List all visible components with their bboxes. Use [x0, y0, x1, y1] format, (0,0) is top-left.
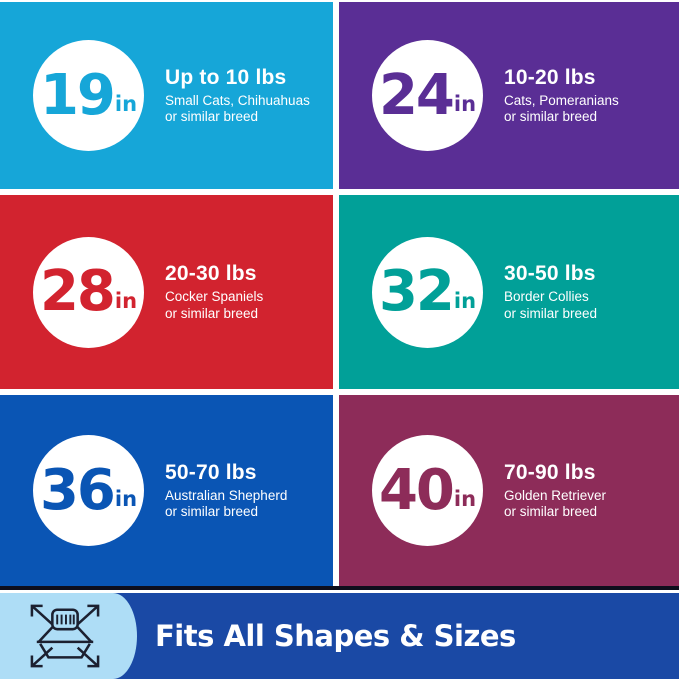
weight-range: 30-50 lbs: [504, 262, 596, 286]
weight-range: 20-30 lbs: [165, 262, 257, 286]
panel-info: 70-90 lbs Golden Retriever or similar br…: [504, 461, 606, 521]
size-panel-19in: 19 in Up to 10 lbs Small Cats, Chihuahuas…: [0, 2, 333, 189]
size-number: 32: [378, 259, 455, 324]
weight-range: Up to 10 lbs: [165, 65, 287, 89]
size-circle-32: 32 in: [372, 236, 483, 348]
panel-info: 50-70 lbs Australian Shepherd or similar…: [165, 461, 287, 521]
breed-description: Golden Retriever or similar breed: [504, 487, 607, 519]
size-panel-36in: 36 in 50-70 lbs Australian Shepherd or si…: [0, 395, 333, 586]
size-panel-40in: 40 in 70-90 lbs Golden Retriever or simil…: [339, 395, 679, 586]
size-circle-24: 24 in: [372, 40, 483, 151]
size-number: 40: [378, 457, 455, 523]
size-unit: in: [453, 288, 477, 313]
size-unit: in: [453, 92, 477, 116]
size-unit: in: [114, 288, 138, 313]
size-unit: in: [114, 92, 138, 116]
panel-info: 30-50 lbs Border Collies or similar bree…: [504, 262, 597, 322]
size-panel-24in: 24 in 10-20 lbs Cats, Pomeranians or simi…: [339, 2, 679, 189]
size-number: 28: [39, 259, 116, 324]
size-unit: in: [114, 487, 138, 511]
size-circle-40: 40 in: [372, 435, 483, 546]
size-circle-36: 36 in: [33, 435, 144, 546]
size-panel-32in: 32 in 30-50 lbs Border Collies or similar…: [339, 195, 679, 389]
expand-crate-icon: [30, 604, 100, 668]
weight-range: 10-20 lbs: [504, 65, 596, 89]
size-circle-28: 28 in: [33, 236, 144, 348]
breed-description: Australian Shepherd or similar breed: [165, 487, 288, 519]
breed-description: Cocker Spaniels or similar breed: [165, 289, 264, 321]
breed-description: Small Cats, Chihuahuas or similar breed: [165, 92, 310, 124]
footer-icon-badge: [0, 593, 137, 679]
size-number: 24: [378, 62, 455, 128]
size-panels-grid: 19 in Up to 10 lbs Small Cats, Chihuahuas…: [0, 0, 679, 586]
panel-info: 20-30 lbs Cocker Spaniels or similar bre…: [165, 262, 263, 322]
divider-white-line: [0, 590, 679, 593]
size-panel-28in: 28 in 20-30 lbs Cocker Spaniels or simila…: [0, 195, 333, 389]
size-unit: in: [453, 487, 477, 511]
breed-description: Border Collies or similar breed: [504, 289, 598, 321]
size-number: 36: [39, 457, 116, 523]
footer-banner: Fits All Shapes & Sizes: [0, 593, 679, 679]
weight-range: 70-90 lbs: [504, 460, 596, 484]
divider-bar: [0, 586, 679, 590]
panel-info: Up to 10 lbs Small Cats, Chihuahuas or s…: [165, 66, 310, 126]
weight-range: 50-70 lbs: [165, 460, 257, 484]
breed-description: Cats, Pomeranians or similar breed: [504, 92, 619, 124]
size-circle-19: 19 in: [33, 40, 144, 151]
panel-info: 10-20 lbs Cats, Pomeranians or similar b…: [504, 66, 619, 126]
footer-title: Fits All Shapes & Sizes: [155, 619, 516, 653]
size-number: 19: [39, 62, 116, 128]
